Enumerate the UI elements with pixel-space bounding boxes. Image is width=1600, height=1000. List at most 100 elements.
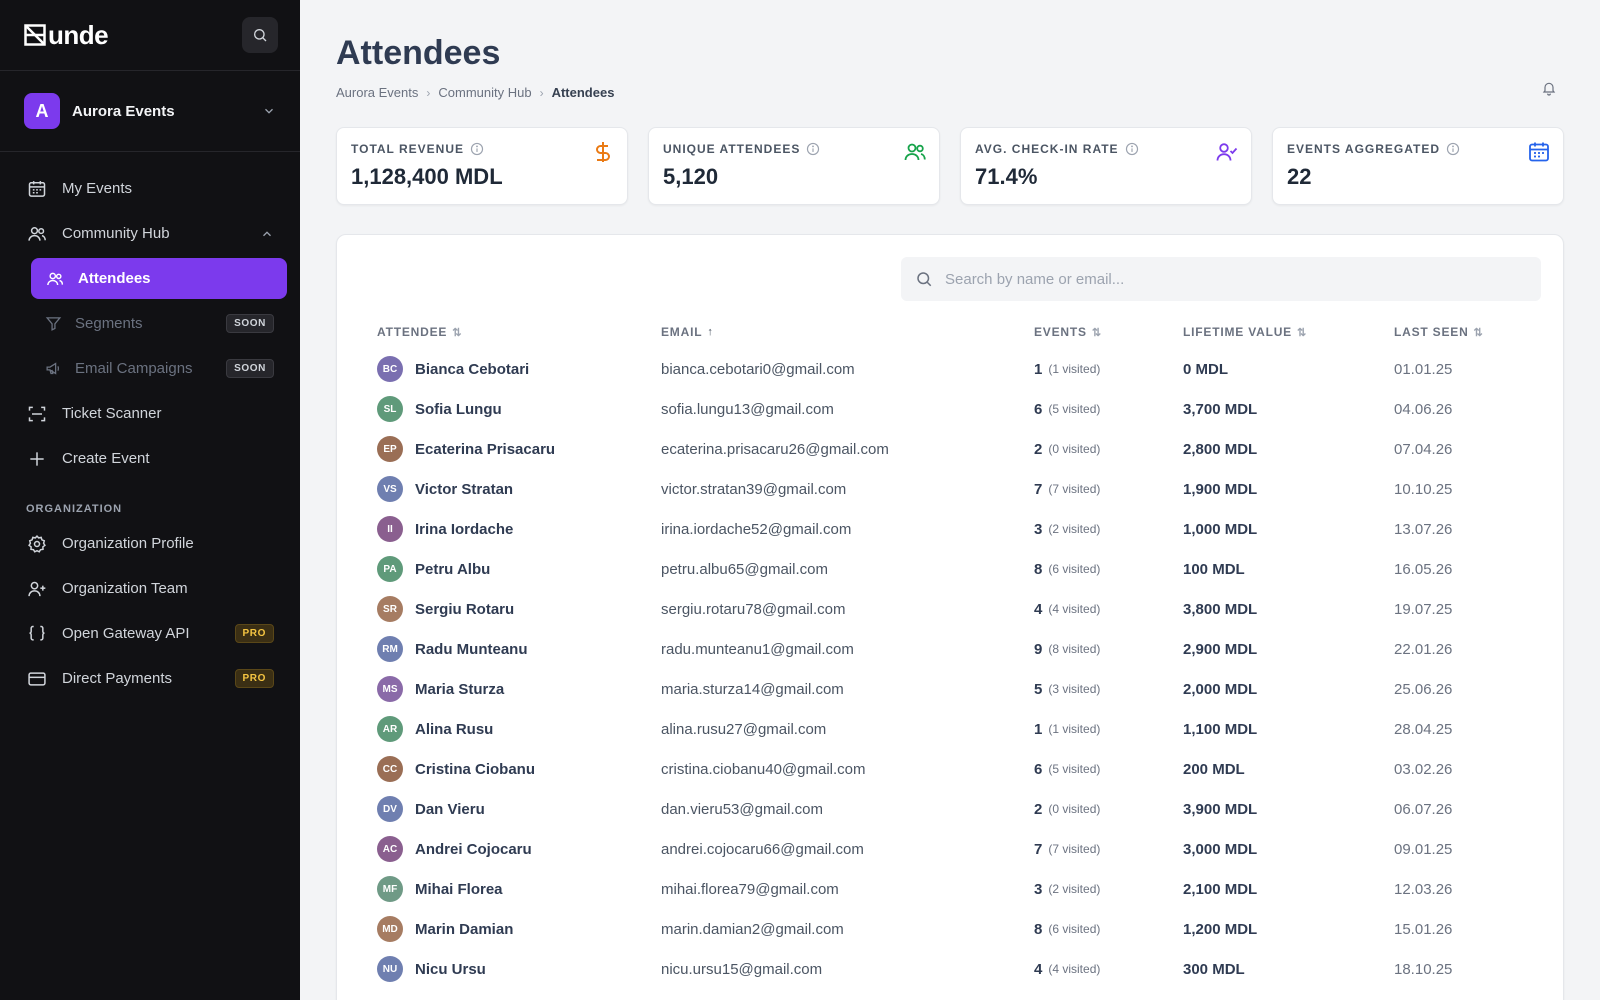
sidebar-item-my-events[interactable]: My Events bbox=[0, 166, 300, 211]
stat-value: 71.4% bbox=[975, 164, 1038, 189]
events-cell: 6 (5 visited) bbox=[1034, 389, 1100, 429]
sidebar-item-label: Direct Payments bbox=[62, 670, 173, 687]
table-row[interactable]: PA Petru Albu petru.albu65@gmail.com 8 (… bbox=[377, 549, 1523, 589]
attendee-name[interactable]: Radu Munteanu bbox=[415, 640, 528, 658]
visited-count: (6 visited) bbox=[1048, 922, 1101, 936]
table-row[interactable]: RM Radu Munteanu radu.munteanu1@gmail.co… bbox=[377, 629, 1523, 669]
lifetime-value-cell: 2,900 MDL bbox=[1183, 640, 1258, 658]
visited-count: (1 visited) bbox=[1048, 722, 1101, 736]
user-check-icon bbox=[1216, 143, 1238, 161]
attendee-name[interactable]: Dan Vieru bbox=[415, 800, 485, 818]
attendee-name[interactable]: Alina Rusu bbox=[415, 720, 494, 738]
attendee-cell: VS Victor Stratan bbox=[377, 469, 513, 509]
attendees-table-card: ATTENDEE ⇅ EMAIL ↑ EVENTS ⇅ LIFETIME VAL… bbox=[336, 234, 1564, 1000]
lifetime-value-cell: 3,000 MDL bbox=[1183, 840, 1258, 858]
org-switcher[interactable]: A Aurora Events bbox=[0, 71, 300, 152]
info-icon[interactable] bbox=[470, 142, 484, 156]
email-cell: alina.rusu27@gmail.com bbox=[661, 720, 827, 738]
table-row[interactable]: SR Sergiu Rotaru sergiu.rotaru78@gmail.c… bbox=[377, 589, 1523, 629]
calendar-icon bbox=[26, 178, 48, 200]
attendee-name[interactable]: Mihai Florea bbox=[415, 880, 503, 898]
table-row[interactable]: BC Bianca Cebotari bianca.cebotari0@gmai… bbox=[377, 349, 1523, 389]
sidebar-item-create-event[interactable]: Create Event bbox=[0, 436, 300, 481]
avatar: BC bbox=[377, 356, 403, 382]
attendee-name[interactable]: Bianca Cebotari bbox=[415, 360, 530, 378]
info-icon[interactable] bbox=[1125, 142, 1139, 156]
attendee-name[interactable]: Andrei Cojocaru bbox=[415, 840, 532, 858]
attendee-name[interactable]: Ecaterina Prisacaru bbox=[415, 440, 556, 458]
search-input[interactable] bbox=[945, 270, 1527, 288]
events-cell: 8 (6 visited) bbox=[1034, 909, 1100, 949]
stat-value: 1,128,400 MDL bbox=[351, 164, 503, 189]
column-header-events[interactable]: EVENTS ⇅ bbox=[1034, 325, 1102, 339]
notifications-button[interactable] bbox=[1534, 73, 1564, 103]
table-row[interactable]: MF Mihai Florea mihai.florea79@gmail.com… bbox=[377, 869, 1523, 909]
table-row[interactable]: MS Maria Sturza maria.sturza14@gmail.com… bbox=[377, 669, 1523, 709]
column-header-last-seen[interactable]: LAST SEEN ⇅ bbox=[1394, 325, 1484, 339]
table-row[interactable]: II Irina Iordache irina.iordache52@gmail… bbox=[377, 509, 1523, 549]
table-row[interactable]: NU Nicu Ursu nicu.ursu15@gmail.com 4 (4 … bbox=[377, 949, 1523, 989]
attendee-cell: MD Marin Damian bbox=[377, 909, 513, 949]
attendee-name[interactable]: Victor Stratan bbox=[415, 480, 514, 498]
dollar-icon bbox=[596, 142, 610, 162]
events-cell: 2 (0 visited) bbox=[1034, 789, 1100, 829]
attendee-cell: DV Dan Vieru bbox=[377, 789, 485, 829]
column-label: EMAIL bbox=[661, 325, 703, 339]
column-header-email[interactable]: EMAIL ↑ bbox=[661, 325, 714, 339]
breadcrumb-item[interactable]: Community Hub bbox=[438, 85, 532, 100]
table-row[interactable]: DV Dan Vieru dan.vieru53@gmail.com 2 (0 … bbox=[377, 789, 1523, 829]
sort-ascending-icon: ↑ bbox=[707, 326, 714, 338]
breadcrumb-item[interactable]: Aurora Events bbox=[336, 85, 419, 100]
attendee-name[interactable]: Marin Damian bbox=[415, 920, 514, 938]
attendee-name[interactable]: Sofia Lungu bbox=[415, 400, 502, 418]
attendee-name[interactable]: Irina Iordache bbox=[415, 520, 514, 538]
sidebar-item-direct-payments[interactable]: Direct Payments PRO bbox=[0, 656, 300, 701]
table-row[interactable]: CC Cristina Ciobanu cristina.ciobanu40@g… bbox=[377, 749, 1523, 789]
app-logo[interactable]: unde bbox=[24, 20, 109, 51]
users-icon bbox=[26, 223, 48, 245]
logo-mark-icon bbox=[24, 24, 46, 46]
events-cell: 7 (7 visited) bbox=[1034, 829, 1100, 869]
sidebar-item-attendees[interactable]: Attendees bbox=[31, 258, 287, 299]
last-seen-cell: 10.10.25 bbox=[1394, 480, 1453, 498]
chevron-up-icon bbox=[263, 230, 271, 236]
column-header-attendee[interactable]: ATTENDEE ⇅ bbox=[377, 325, 462, 339]
sidebar-nav: My Events Community Hub Attendees Segmen… bbox=[0, 152, 300, 701]
table-row[interactable]: AR Alina Rusu alina.rusu27@gmail.com 1 (… bbox=[377, 709, 1523, 749]
lifetime-value-cell: 2,800 MDL bbox=[1183, 440, 1258, 458]
table-row[interactable]: VS Victor Stratan victor.stratan39@gmail… bbox=[377, 469, 1523, 509]
last-seen-cell: 13.07.26 bbox=[1394, 520, 1453, 538]
sidebar-item-community-hub[interactable]: Community Hub bbox=[0, 211, 300, 256]
visited-count: (7 visited) bbox=[1048, 482, 1101, 496]
braces-icon bbox=[26, 623, 48, 645]
table-row[interactable]: AC Andrei Cojocaru andrei.cojocaru66@gma… bbox=[377, 829, 1523, 869]
avatar: MD bbox=[377, 916, 403, 942]
table-row[interactable]: EP Ecaterina Prisacaru ecaterina.prisaca… bbox=[377, 429, 1523, 469]
events-cell: 9 (8 visited) bbox=[1034, 629, 1100, 669]
attendee-name[interactable]: Cristina Ciobanu bbox=[415, 760, 536, 778]
attendee-name[interactable]: Maria Sturza bbox=[415, 680, 505, 698]
sidebar-item-ticket-scanner[interactable]: Ticket Scanner bbox=[0, 391, 300, 436]
sidebar-item-gateway-api[interactable]: Open Gateway API PRO bbox=[0, 611, 300, 656]
last-seen-cell: 03.02.26 bbox=[1394, 760, 1453, 778]
info-icon[interactable] bbox=[806, 142, 820, 156]
info-icon[interactable] bbox=[1446, 142, 1460, 156]
sidebar-item-segments[interactable]: Segments SOON bbox=[0, 301, 300, 346]
sidebar-item-org-team[interactable]: Organization Team bbox=[0, 566, 300, 611]
attendee-cell: SR Sergiu Rotaru bbox=[377, 589, 514, 629]
sidebar-item-label: Organization Profile bbox=[62, 535, 194, 552]
sidebar-item-org-profile[interactable]: Organization Profile bbox=[0, 521, 300, 566]
attendee-name[interactable]: Petru Albu bbox=[415, 560, 491, 578]
attendee-name[interactable]: Nicu Ursu bbox=[415, 960, 486, 978]
visited-count: (5 visited) bbox=[1048, 762, 1101, 776]
attendee-cell: AC Andrei Cojocaru bbox=[377, 829, 532, 869]
attendee-cell: RM Radu Munteanu bbox=[377, 629, 528, 669]
attendee-name[interactable]: Sergiu Rotaru bbox=[415, 600, 515, 618]
table-row[interactable]: SL Sofia Lungu sofia.lungu13@gmail.com 6… bbox=[377, 389, 1523, 429]
column-header-lifetime-value[interactable]: LIFETIME VALUE ⇅ bbox=[1183, 325, 1307, 339]
table-row[interactable]: MD Marin Damian marin.damian2@gmail.com … bbox=[377, 909, 1523, 949]
chevron-right-icon: › bbox=[539, 85, 544, 100]
sidebar-item-email-campaigns[interactable]: Email Campaigns SOON bbox=[0, 346, 300, 391]
sidebar-search-button[interactable] bbox=[242, 17, 278, 53]
last-seen-cell: 15.01.26 bbox=[1394, 920, 1453, 938]
